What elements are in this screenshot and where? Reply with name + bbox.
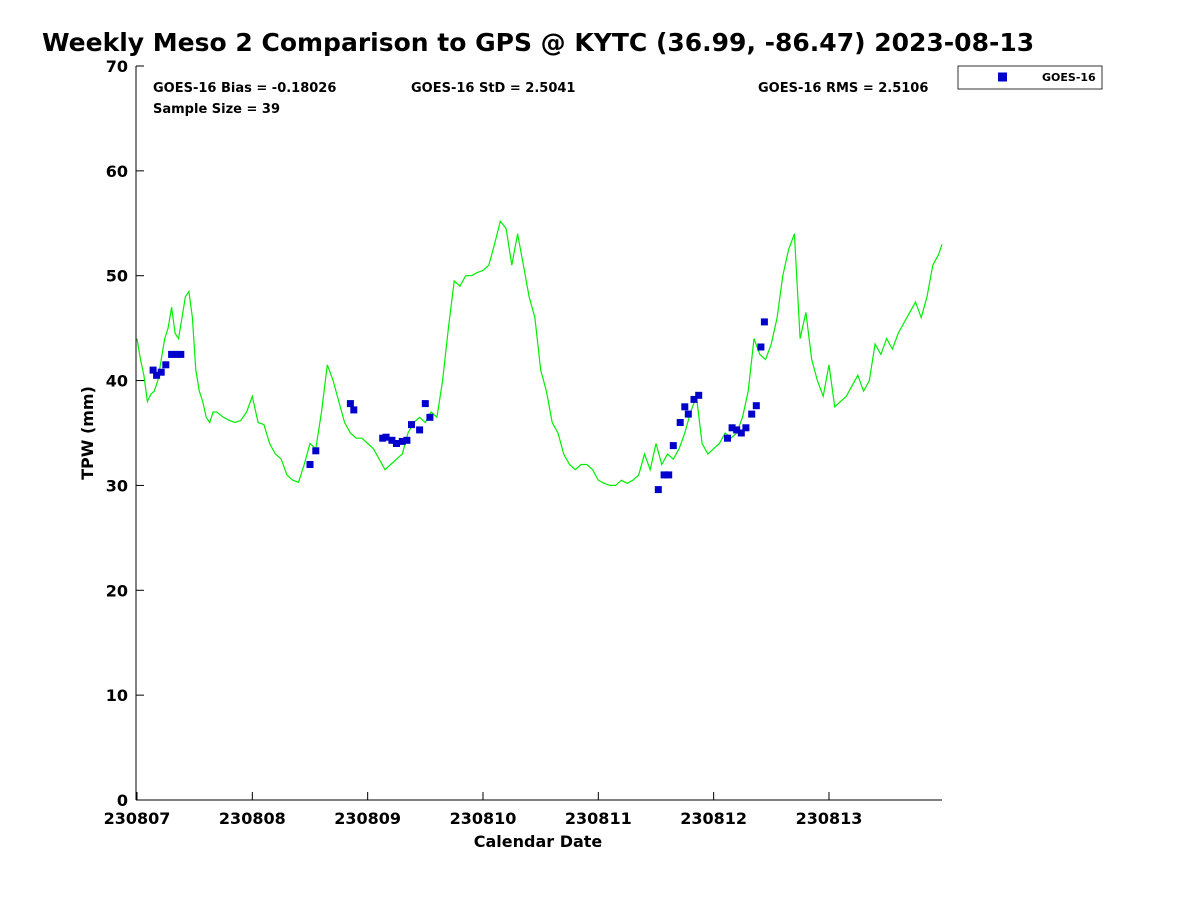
goes16-point	[690, 395, 698, 403]
goes16-point	[426, 413, 434, 421]
goes16-point	[757, 343, 765, 351]
goes16-point	[403, 436, 411, 444]
x-tick-label: 230811	[565, 809, 632, 828]
y-tick-label: 0	[117, 791, 128, 810]
goes16-point	[398, 437, 406, 445]
x-tick-label: 230810	[450, 809, 517, 828]
legend-label: GOES-16	[1042, 71, 1096, 84]
chart-title: Weekly Meso 2 Comparison to GPS @ KYTC (…	[42, 28, 1035, 57]
x-tick-label: 230812	[680, 809, 747, 828]
goes16-point	[388, 436, 396, 444]
goes16-point	[742, 424, 750, 432]
goes16-point	[408, 421, 415, 429]
goes16-point	[669, 442, 677, 450]
goes16-point	[416, 426, 424, 434]
goes16-point	[760, 318, 768, 326]
goes16-point	[177, 350, 185, 358]
goes16-point	[172, 350, 180, 358]
y-tick-label: 70	[106, 57, 128, 76]
y-tick-label: 30	[106, 476, 128, 495]
goes16-point	[350, 406, 358, 414]
goes16-point	[676, 419, 684, 426]
goes16-point	[149, 366, 157, 374]
goes16-point	[393, 440, 400, 447]
goes16-point	[665, 471, 673, 479]
goes16-point	[695, 391, 703, 399]
goes16-point	[346, 400, 354, 408]
std-stat: GOES-16 StD = 2.5041	[411, 81, 575, 96]
x-axis-label: Calendar Date	[474, 832, 603, 851]
legend: GOES-16	[957, 65, 1103, 90]
goes16-point	[733, 426, 741, 434]
goes16-point	[660, 471, 668, 479]
goes16-point	[737, 429, 745, 437]
goes16-point	[157, 368, 165, 376]
goes16-point	[681, 403, 689, 411]
goes16-point	[312, 447, 320, 455]
goes16-point	[382, 433, 390, 441]
goes16-point	[168, 350, 176, 358]
goes16-point	[748, 410, 756, 418]
bias-stat: GOES-16 Bias = -0.18026	[153, 81, 336, 96]
goes16-point	[162, 361, 170, 369]
legend-marker	[998, 72, 1007, 82]
y-axis-label: TPW (mm)	[78, 386, 97, 480]
legend-box	[957, 65, 1103, 90]
rms-stat: GOES-16 RMS = 2.5106	[758, 81, 928, 96]
gps-tpw-line	[136, 219, 943, 486]
goes16-point	[421, 400, 429, 408]
y-tick-label: 20	[106, 581, 128, 600]
sample-size-stat: Sample Size = 39	[153, 102, 280, 117]
goes16-point	[724, 434, 731, 442]
goes16-point	[153, 371, 161, 379]
goes16-point	[728, 424, 736, 432]
plot-area	[136, 219, 943, 494]
x-tick-label: 230807	[104, 809, 171, 828]
goes16-point	[684, 410, 692, 418]
x-tick-label: 230809	[334, 809, 401, 828]
goes16-point	[752, 402, 760, 410]
goes16-point	[306, 461, 314, 468]
x-tick-label: 230808	[219, 809, 286, 828]
x-tick-label: 230813	[796, 809, 863, 828]
y-tick-label: 40	[106, 372, 128, 391]
goes16-point	[654, 486, 662, 494]
y-tick-label: 50	[106, 267, 128, 286]
y-tick-label: 10	[106, 686, 128, 705]
y-tick-label: 60	[106, 162, 128, 181]
axes: 0 10 20 30 40 50 60 70 230807 230808 230809 230810 2…	[104, 57, 942, 828]
